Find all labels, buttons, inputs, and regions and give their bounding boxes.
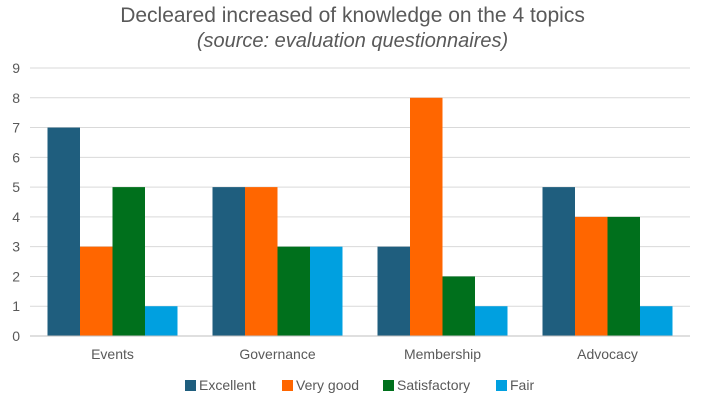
y-tick-label: 7 — [12, 120, 20, 136]
legend-swatch — [185, 380, 196, 391]
y-tick-label: 5 — [12, 179, 20, 195]
bar-excellent — [542, 187, 575, 336]
bar-excellent — [47, 127, 80, 336]
chart-title: Decleared increased of knowledge on the … — [120, 4, 585, 27]
y-tick-label: 8 — [12, 90, 20, 106]
y-tick-label: 9 — [12, 60, 20, 76]
y-tick-label: 2 — [12, 268, 20, 284]
legend-label: Fair — [510, 377, 534, 393]
bar-satisfactory — [277, 246, 310, 336]
bar-satisfactory — [442, 276, 475, 336]
legend-label: Excellent — [199, 377, 256, 393]
x-tick-label: Advocacy — [577, 346, 638, 362]
y-tick-label: 4 — [12, 209, 20, 225]
y-tick-label: 0 — [12, 328, 20, 344]
x-tick-label: Membership — [404, 346, 481, 362]
y-tick-label: 3 — [12, 239, 20, 255]
bar-fair — [640, 306, 673, 336]
bar-very-good — [80, 246, 113, 336]
legend-label: Very good — [296, 377, 359, 393]
bar-fair — [310, 246, 343, 336]
bar-very-good — [245, 187, 278, 336]
bar-satisfactory — [607, 216, 640, 336]
legend-swatch — [383, 380, 394, 391]
bar-very-good — [410, 97, 443, 337]
bar-excellent — [377, 246, 410, 336]
x-tick-label: Governance — [239, 346, 315, 362]
y-tick-label: 6 — [12, 149, 20, 165]
y-tick-label: 1 — [12, 298, 20, 314]
chart-subtitle: (source: evaluation questionnaires) — [196, 30, 509, 52]
bar-very-good — [575, 216, 608, 336]
bar-fair — [475, 306, 508, 336]
legend-swatch — [282, 380, 293, 391]
bar-fair — [145, 306, 178, 336]
bar-satisfactory — [112, 187, 145, 336]
legend-label: Satisfactory — [397, 377, 470, 393]
bar-excellent — [212, 187, 245, 336]
x-tick-label: Events — [91, 346, 134, 362]
legend-swatch — [496, 380, 507, 391]
